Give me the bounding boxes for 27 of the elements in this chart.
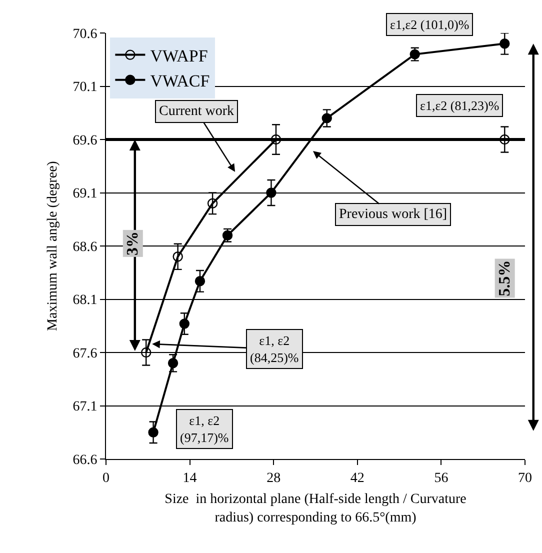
annotation: Previous work [16] (339, 207, 448, 222)
annotation: ε1, ε2 (97,17)% (180, 413, 229, 445)
y-tick-label: 68.1 (72, 293, 98, 308)
y-tick-label: 67.1 (72, 400, 98, 415)
x-tick-label: 70 (518, 470, 532, 486)
annotation: 5.5% (496, 260, 514, 296)
y-tick-label: 69.6 (72, 133, 98, 148)
x-tick-label: 56 (434, 470, 448, 486)
annotation: ε1,ε2 (101,0)% (390, 17, 470, 32)
y-tick-label: 66.6 (72, 452, 98, 468)
legend-label: VWACF (150, 72, 210, 91)
y-tick-label: 67.6 (72, 346, 98, 362)
x-tick-label: 42 (350, 470, 364, 486)
annotation: ε1,ε2 (81,23)% (420, 98, 500, 113)
y-tick-label: 68.6 (72, 240, 98, 255)
x-tick-label: 28 (266, 470, 281, 486)
x-tick-label: 14 (182, 470, 197, 486)
annotation: ε1, ε2 (84,25)% (250, 333, 299, 365)
y-tick-label: 69.1 (72, 186, 98, 202)
y-tick-label: 70.6 (72, 26, 98, 42)
x-axis-title: Size in horizontal plane (Half-side length / Curvature radius) corresponding to 66.5°(mm) (164, 492, 466, 526)
annotation: Current work (159, 104, 234, 119)
legend-label: VWAPF (150, 46, 208, 66)
y-tick-label: 70.1 (72, 80, 98, 96)
annotation: 3% (124, 231, 142, 256)
y-axis-title: Maximum wall angle (degree) (45, 160, 60, 331)
x-tick-label: 0 (102, 470, 110, 486)
